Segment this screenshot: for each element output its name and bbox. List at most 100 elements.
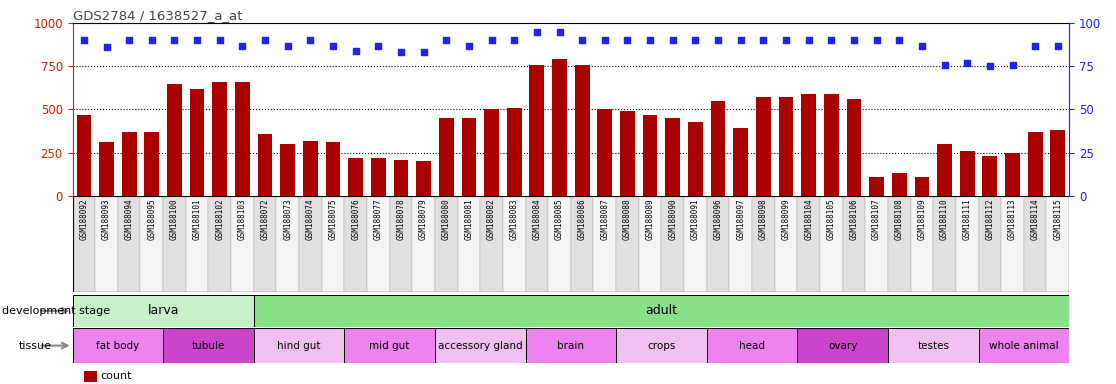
Bar — [526, 328, 616, 363]
Bar — [797, 196, 820, 292]
Text: GSM188094: GSM188094 — [125, 199, 134, 240]
Text: GSM188081: GSM188081 — [464, 199, 473, 240]
Bar — [253, 328, 345, 363]
Bar — [439, 118, 453, 196]
Bar — [73, 328, 163, 363]
Text: GSM188072: GSM188072 — [260, 199, 270, 240]
Text: GSM188085: GSM188085 — [555, 199, 564, 240]
Point — [596, 37, 614, 43]
Bar — [258, 134, 272, 196]
Bar — [389, 196, 412, 292]
Point — [324, 43, 341, 49]
Bar — [73, 295, 253, 327]
Text: GSM188099: GSM188099 — [781, 199, 790, 240]
Text: tissue: tissue — [19, 341, 52, 351]
Bar — [253, 295, 1069, 327]
Point — [642, 37, 660, 43]
Point — [935, 61, 953, 68]
Bar — [706, 196, 730, 292]
Text: accessory gland: accessory gland — [437, 341, 522, 351]
Point — [482, 37, 500, 43]
Text: GSM188108: GSM188108 — [895, 199, 904, 240]
Bar — [122, 132, 136, 196]
Bar — [1047, 196, 1069, 292]
Point — [211, 37, 229, 43]
Point — [165, 37, 183, 43]
Text: GSM188093: GSM188093 — [102, 199, 110, 240]
Bar — [956, 196, 979, 292]
Text: GSM188096: GSM188096 — [713, 199, 722, 240]
Bar — [775, 196, 797, 292]
Text: GSM188113: GSM188113 — [1008, 199, 1017, 240]
Point — [574, 37, 591, 43]
Bar — [979, 196, 1001, 292]
Bar — [118, 196, 141, 292]
Bar — [616, 196, 638, 292]
Bar — [888, 328, 979, 363]
Point — [233, 43, 251, 49]
Text: GSM188088: GSM188088 — [623, 199, 632, 240]
Bar — [503, 196, 526, 292]
Bar — [730, 196, 752, 292]
Bar — [1006, 153, 1020, 196]
Text: GSM188095: GSM188095 — [147, 199, 156, 240]
Text: GDS2784 / 1638527_a_at: GDS2784 / 1638527_a_at — [73, 9, 242, 22]
Bar — [526, 196, 548, 292]
Bar — [548, 196, 571, 292]
Bar — [163, 196, 185, 292]
Point — [732, 37, 750, 43]
Text: hind gut: hind gut — [277, 341, 320, 351]
Bar — [73, 196, 95, 292]
Bar — [435, 328, 526, 363]
Text: GSM188109: GSM188109 — [917, 199, 926, 240]
Bar — [937, 144, 952, 196]
Text: GSM188111: GSM188111 — [963, 199, 972, 240]
Bar — [394, 160, 408, 196]
Text: GSM188101: GSM188101 — [193, 199, 202, 240]
Text: whole animal: whole animal — [989, 341, 1059, 351]
Point — [369, 43, 387, 49]
Bar — [594, 196, 616, 292]
Text: testes: testes — [917, 341, 950, 351]
Text: larva: larva — [147, 305, 179, 317]
Point — [506, 37, 523, 43]
Text: GSM188112: GSM188112 — [985, 199, 994, 240]
Bar — [299, 196, 321, 292]
Bar — [684, 196, 706, 292]
Bar — [209, 196, 231, 292]
Point — [347, 48, 365, 54]
Bar — [662, 196, 684, 292]
Bar — [797, 328, 888, 363]
Point — [415, 50, 433, 56]
Bar — [911, 196, 933, 292]
Text: GSM188091: GSM188091 — [691, 199, 700, 240]
Point — [257, 37, 275, 43]
Text: ovary: ovary — [828, 341, 857, 351]
Point — [392, 50, 410, 56]
Bar — [321, 196, 345, 292]
Text: GSM188107: GSM188107 — [872, 199, 882, 240]
Point — [777, 37, 795, 43]
Text: GSM188078: GSM188078 — [396, 199, 405, 240]
Text: GSM188086: GSM188086 — [578, 199, 587, 240]
Point — [891, 37, 908, 43]
Bar — [756, 98, 771, 196]
Point — [664, 37, 682, 43]
Bar — [1001, 196, 1023, 292]
Point — [1027, 43, 1045, 49]
Point — [460, 43, 478, 49]
Bar — [752, 196, 775, 292]
Bar — [99, 142, 114, 196]
Text: GSM188074: GSM188074 — [306, 199, 315, 240]
Bar — [412, 196, 435, 292]
Bar — [575, 65, 589, 196]
Text: GSM188090: GSM188090 — [668, 199, 677, 240]
Bar — [480, 196, 503, 292]
Text: head: head — [739, 341, 766, 351]
Bar — [960, 151, 974, 196]
Bar — [277, 196, 299, 292]
Bar — [616, 328, 706, 363]
Bar — [484, 109, 499, 196]
Text: count: count — [100, 371, 132, 381]
Bar — [304, 141, 318, 196]
